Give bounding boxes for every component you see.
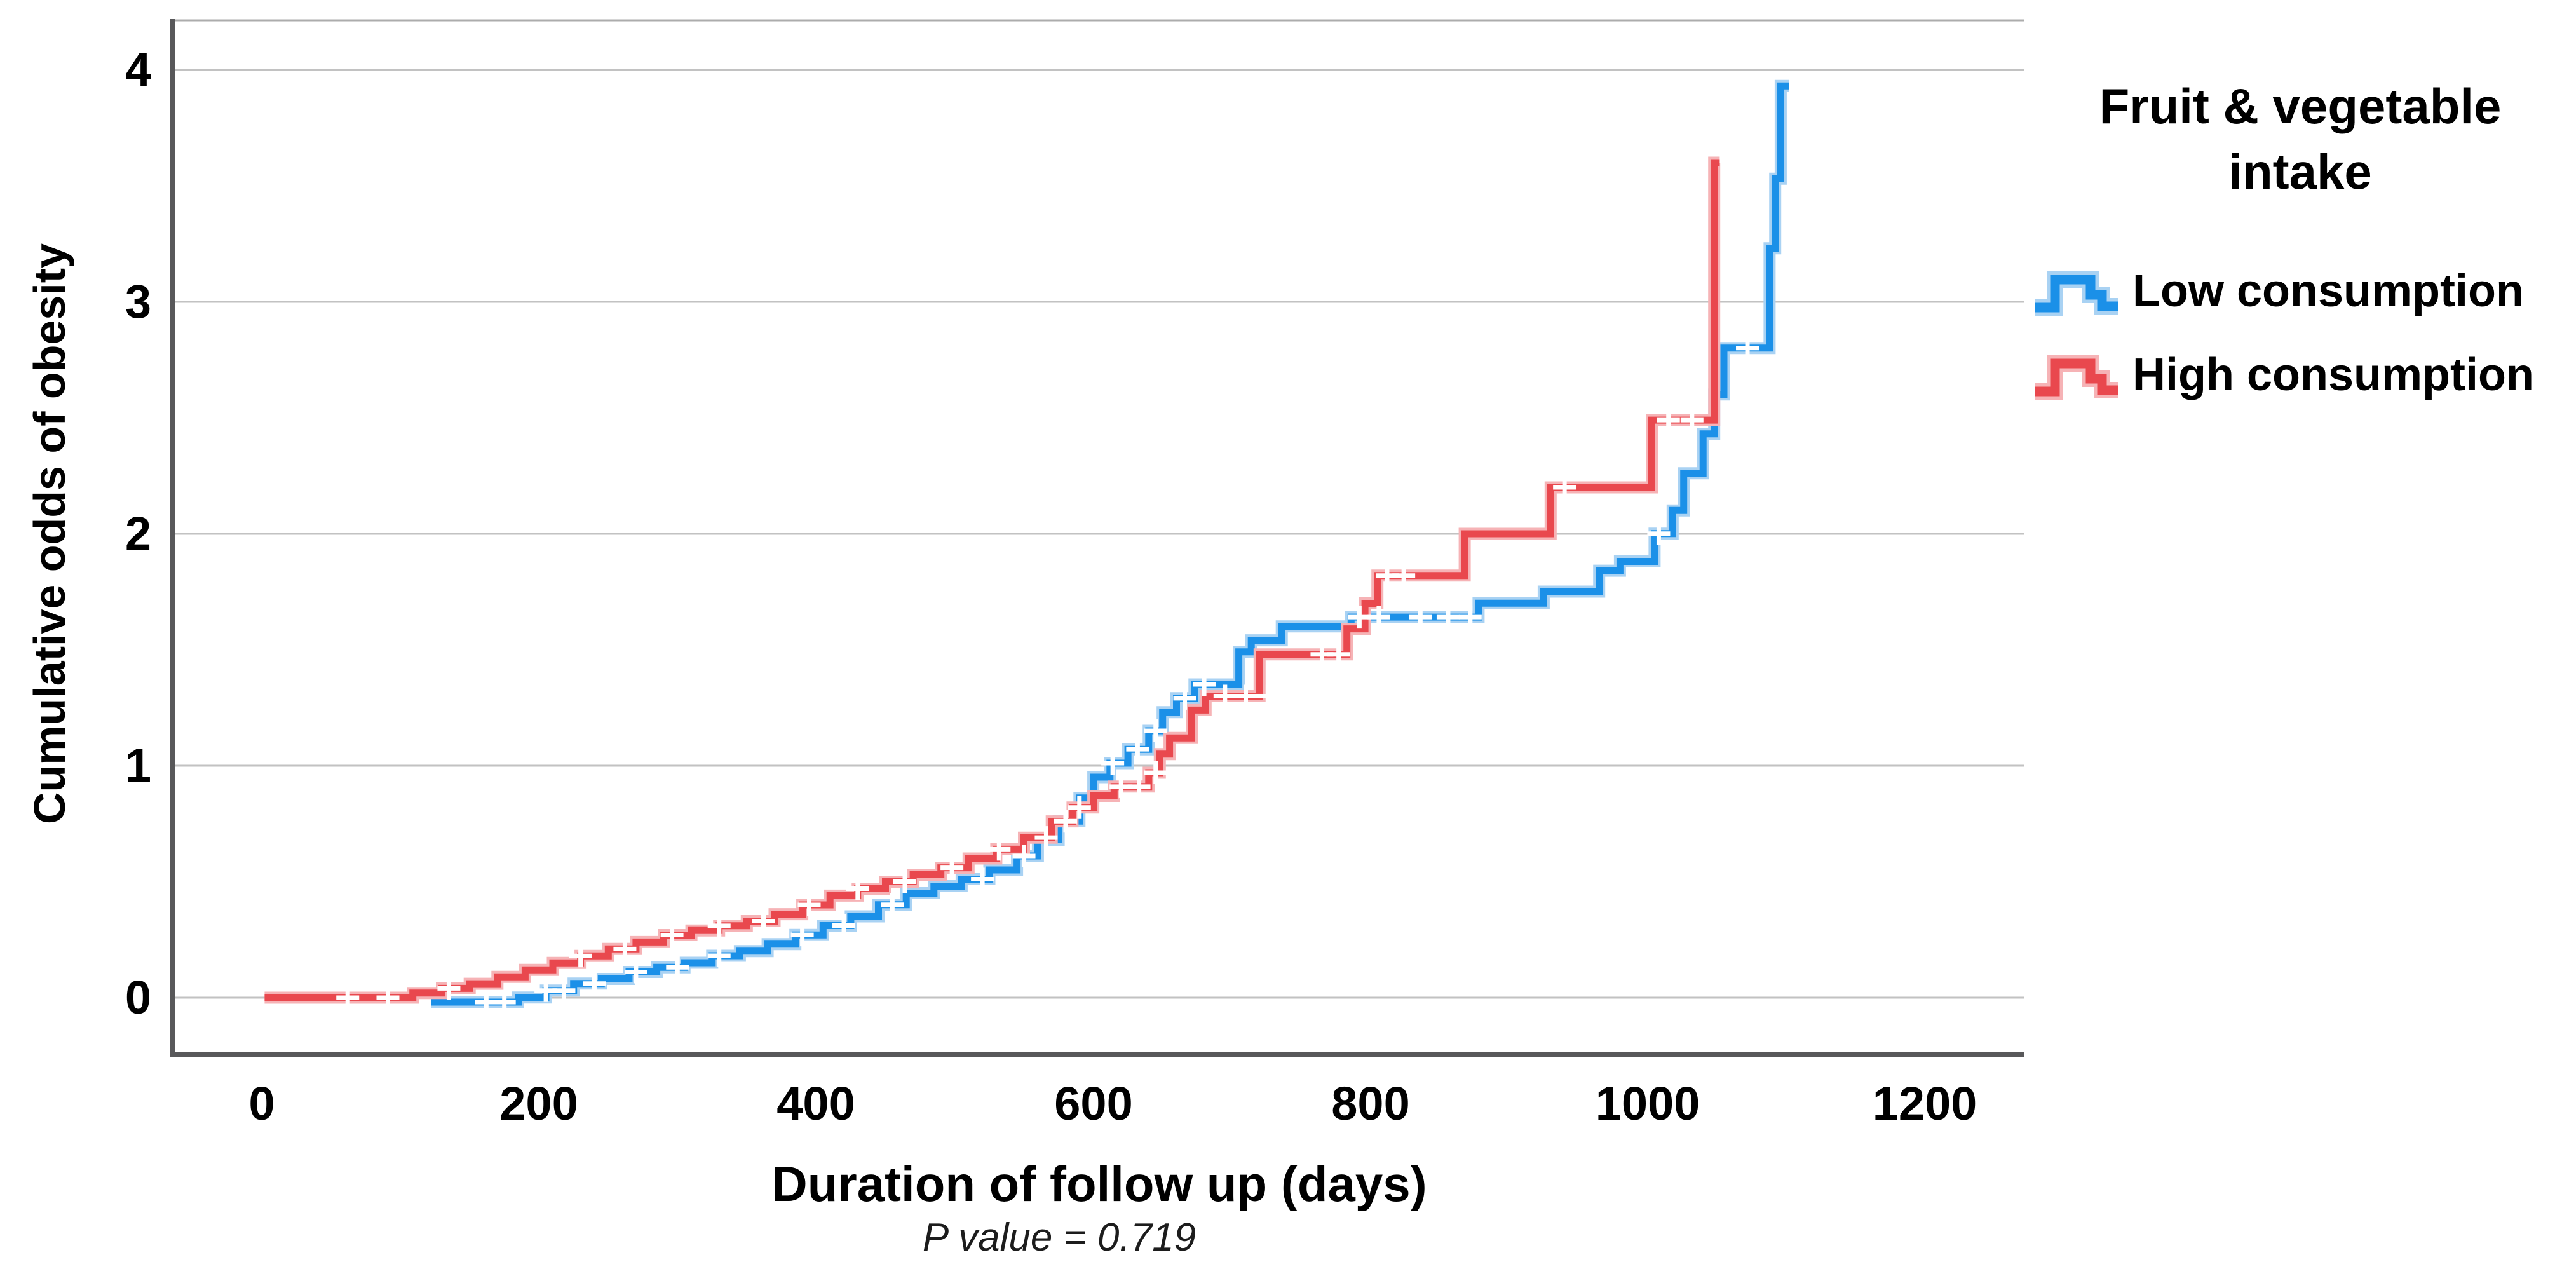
x-tick-label-800: 800 xyxy=(1331,1077,1410,1130)
legend-title-line1: Fruit & vegetable xyxy=(2099,78,2502,134)
legend-swatch-high-consumption-icon xyxy=(2035,355,2118,400)
p-value-annotation: P value = 0.719 xyxy=(922,1216,1196,1259)
y-tick-label-3: 3 xyxy=(125,275,151,328)
y-tick-label-0: 0 xyxy=(125,971,151,1024)
y-tick-label-1: 1 xyxy=(125,739,151,792)
x-tick-label-400: 400 xyxy=(776,1077,855,1130)
legend-title-line2: intake xyxy=(2228,144,2372,200)
y-tick-label-4: 4 xyxy=(125,43,151,96)
x-tick-label-1200: 1200 xyxy=(1872,1077,1977,1130)
legend-label-low-consumption: Low consumption xyxy=(2132,266,2524,316)
y-tick-label-2: 2 xyxy=(125,507,151,560)
x-tick-label-1000: 1000 xyxy=(1595,1077,1700,1130)
legend-swatch-low-consumption-icon xyxy=(2035,271,2118,316)
x-tick-label-600: 600 xyxy=(1054,1077,1133,1130)
series-line-low-consumption xyxy=(431,82,1789,1006)
x-axis-title: Duration of follow up (days) xyxy=(771,1156,1427,1212)
legend-title: Fruit & vegetable intake xyxy=(2059,74,2542,205)
series-halo-0 xyxy=(431,79,1789,1008)
x-tick-label-0: 0 xyxy=(248,1077,275,1130)
x-tick-label-200: 200 xyxy=(499,1077,578,1130)
legend-label-high-consumption: High consumption xyxy=(2132,350,2534,400)
